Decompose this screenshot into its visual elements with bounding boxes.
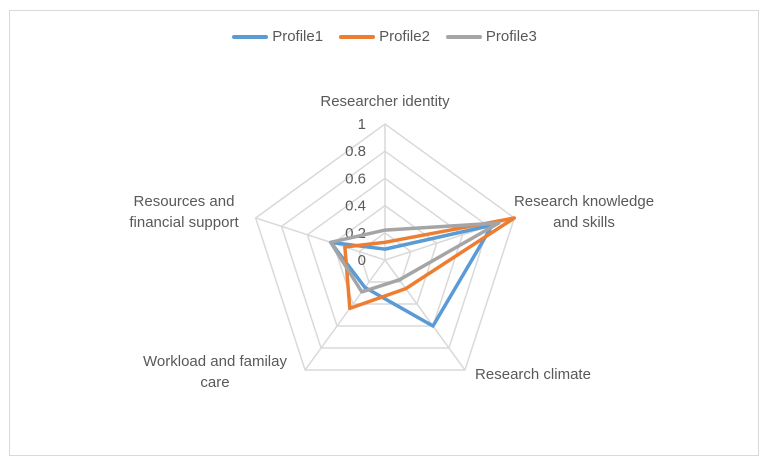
series-line-2 — [328, 221, 501, 294]
legend-item-profile3[interactable]: Profile3 — [445, 28, 537, 45]
category-label-2-line-0: Research climate — [475, 366, 591, 383]
legend-swatch-profile2 — [339, 34, 376, 39]
grid-ring-1 — [358, 231, 412, 283]
grid-ring-4 — [280, 150, 490, 349]
category-label-1-line-1: and skills — [553, 214, 615, 231]
legend-item-profile2[interactable]: Profile2 — [339, 28, 430, 45]
tick-label-0: 0 — [358, 252, 366, 269]
category-label-4: Resources and financial support — [129, 193, 239, 231]
legend-label-profile3: Profile3 — [485, 28, 537, 45]
axis-spoke-3 — [304, 259, 386, 371]
grid-ring-2 — [332, 204, 438, 305]
grid-ring-5 — [254, 123, 516, 371]
tick-label-2: 0.4 — [345, 198, 366, 215]
category-label-2: Research climate — [475, 366, 591, 383]
legend-label-profile2: Profile2 — [379, 28, 430, 45]
tick-label-3: 0.6 — [345, 170, 366, 187]
category-label-4-line-1: financial support — [129, 214, 239, 231]
category-label-1: Research knowledge and skills — [514, 193, 654, 231]
legend: Profile1 Profile2 Profile3 — [0, 28, 769, 45]
category-label-4-line-0: Resources and — [134, 193, 235, 210]
legend-label-profile1: Profile1 — [272, 28, 324, 45]
legend-swatch-profile1 — [232, 34, 269, 39]
series-line-0 — [328, 223, 495, 328]
category-label-0: Researcher identity — [320, 93, 450, 110]
axis-spoke-4 — [255, 217, 386, 261]
legend-item-profile1[interactable]: Profile1 — [232, 28, 323, 45]
tick-label-5: 1 — [358, 116, 366, 133]
category-label-3: Workload and familay care — [143, 353, 287, 391]
category-label-3-line-0: Workload and familay — [143, 353, 287, 370]
tick-label-4: 0.8 — [345, 143, 366, 160]
category-label-1-line-0: Research knowledge — [514, 193, 654, 210]
legend-swatch-profile3 — [445, 34, 482, 39]
category-label-3-line-1: care — [200, 374, 229, 391]
category-label-0-line-0: Researcher identity — [320, 93, 450, 110]
